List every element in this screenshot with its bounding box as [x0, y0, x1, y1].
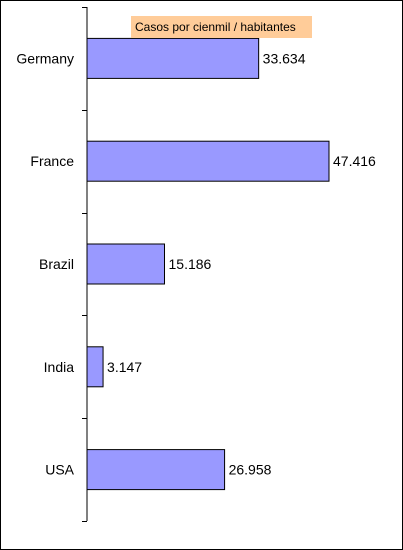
category-label: India [44, 359, 75, 375]
labels: Germany 33.634 France 47.416 Brazil 15.186 Ind… [16, 50, 376, 477]
legend: Casos por cienmil / habitantes [131, 16, 312, 38]
category-label: Brazil [39, 256, 74, 272]
value-label: 15.186 [169, 256, 212, 272]
category-label: Germany [16, 50, 74, 66]
bar-france [86, 140, 330, 182]
category-label: USA [45, 462, 74, 478]
value-label: 47.416 [333, 153, 376, 169]
value-label: 33.634 [263, 50, 306, 66]
value-label: 3.147 [107, 359, 142, 375]
value-label: 26.958 [229, 462, 272, 478]
bar-germany [86, 37, 260, 79]
legend-entry: Casos por cienmil / habitantes [135, 20, 296, 34]
bars [86, 37, 330, 491]
bar-usa [86, 449, 226, 491]
category-label: France [30, 153, 74, 169]
bar-india [86, 346, 104, 388]
y-axis [82, 7, 88, 522]
bar-brazil [86, 243, 166, 285]
legend-box [131, 16, 312, 38]
